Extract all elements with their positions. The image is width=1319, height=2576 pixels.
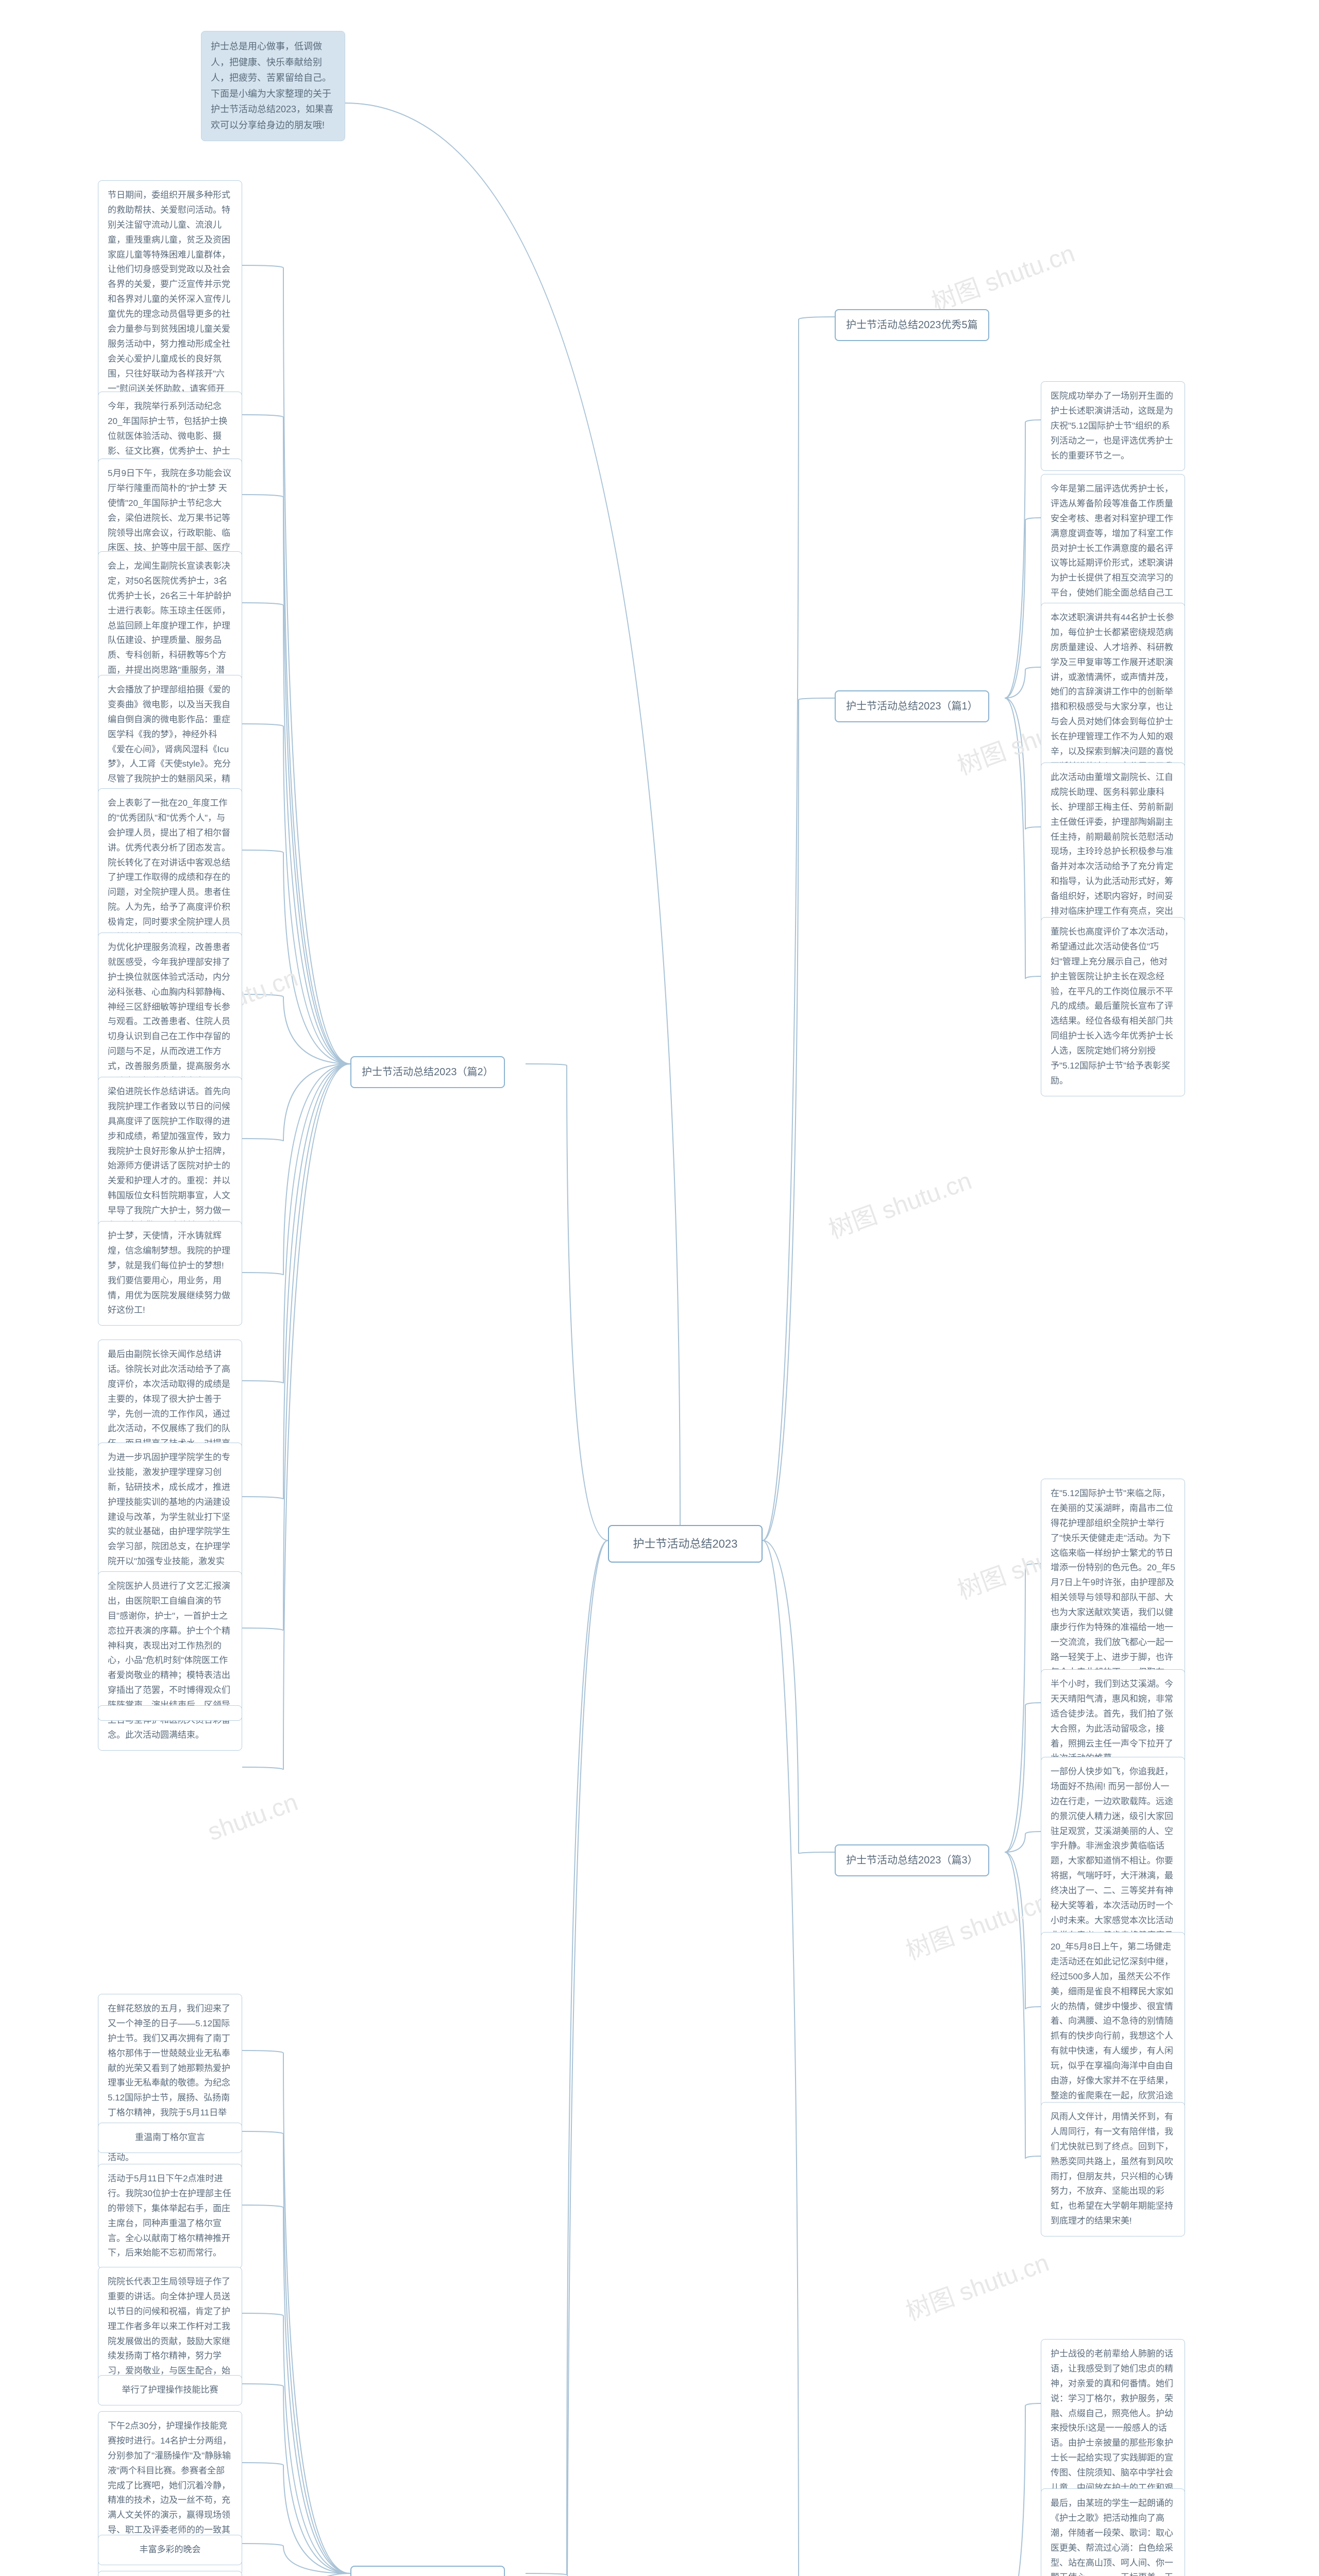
section-3-title[interactable]: 护士节活动总结2023（篇3） <box>835 1844 989 1876</box>
section-2-leaf: 为优化护理服务流程，改善患者就医感受，今年我护理部安排了护士换位就医体验式活动，… <box>98 933 242 1097</box>
watermark: 树图 shutu.cn <box>900 1882 1053 1967</box>
intro-node: 护士总是用心做事，低调做人，把健康、快乐奉献给别人，把疲劳、苦累留给自己。下面是… <box>201 31 345 141</box>
section-1-leaf: 医院成功举办了一场别开生面的护士长述职演讲活动，这既是为庆祝"5.12国际护士节… <box>1041 381 1185 471</box>
watermark: 树图 shutu.cn <box>823 1160 976 1245</box>
title-section-node[interactable]: 护士节活动总结2023优秀5篇 <box>835 309 989 341</box>
section-3-leaf: 风雨人文伴计，用情关怀到，有人周同行，有一文有陪伴惜，我们尤快就已到了终点。回到… <box>1041 2102 1185 2236</box>
section-2-leaf <box>98 1705 242 1721</box>
watermark: 树图 shutu.cn <box>900 2242 1053 2327</box>
section-1-title[interactable]: 护士节活动总结2023（篇1） <box>835 690 989 722</box>
section-4-title[interactable]: 护士节活动总结2023（篇4） <box>350 2566 505 2576</box>
section-2-leaf: 全院医护人员进行了文艺汇报演出，由医院职工自编自演的节目"感谢你，护士"，一首护… <box>98 1571 242 1751</box>
root-node[interactable]: 护士节活动总结2023 <box>608 1525 763 1563</box>
section-4-leaf: 举行了护理操作技能比赛 <box>98 2375 242 2405</box>
section-2-leaf: 护士梦，天使情，汗水铸就辉煌，信念编制梦想。我院的护理梦，就是我们每位护士的梦想… <box>98 1221 242 1326</box>
section-3-leaf: 20_年5月8日上午，第二场健走走活动还在如此记忆深刻中继，经过500多人加，虽… <box>1041 1932 1185 2126</box>
section-4-leaf: 活动于5月11日下午2点准时进行。我院30位护士在护理部主任的带领下，集体举起右… <box>98 2164 242 2268</box>
section-5-leaf: 最后，由某班的学生一起朗诵的《护士之歌》把活动推向了高潮，伴随者一段荣、歌词：取… <box>1041 2488 1185 2576</box>
section-4-leaf: 丰富多彩的晚会 <box>98 2535 242 2565</box>
watermark: 树图 shutu.cn <box>926 233 1079 318</box>
watermark: shutu.cn <box>204 1788 301 1847</box>
section-4-leaf: 下午6时，举办了以"展天使风采，创造美好明天"为主题的晚会，全体员工和部分患者，… <box>98 2571 242 2576</box>
section-4-leaf: 重温南丁格尔宣言 <box>98 2123 242 2153</box>
section-2-title[interactable]: 护士节活动总结2023（篇2） <box>350 1056 505 1088</box>
section-1-leaf: 董院长也高度评价了本次活动，希望通过此次活动使各位"巧妇"管理上充分展示自己，他… <box>1041 917 1185 1096</box>
